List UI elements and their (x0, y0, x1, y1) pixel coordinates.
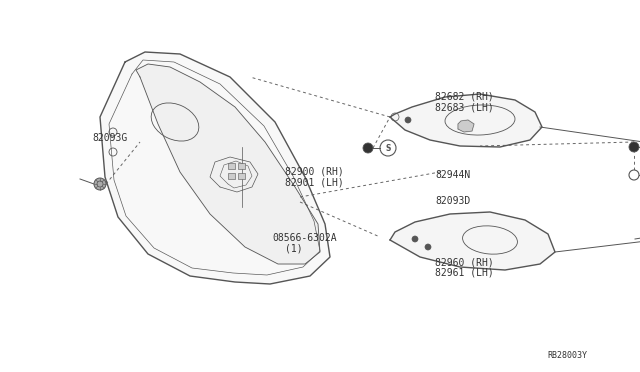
Bar (238, 173, 245, 179)
Polygon shape (136, 64, 320, 264)
Text: (1): (1) (285, 243, 303, 253)
Text: 82683 (LH): 82683 (LH) (435, 102, 494, 112)
Text: 82961 (LH): 82961 (LH) (435, 268, 494, 278)
Circle shape (363, 143, 373, 153)
Text: 08566-6302A: 08566-6302A (272, 233, 337, 243)
Circle shape (629, 142, 639, 152)
Text: 82093G: 82093G (93, 133, 128, 142)
Polygon shape (390, 212, 555, 270)
Bar (228, 173, 235, 179)
Circle shape (405, 117, 411, 123)
Text: 82682 (RH): 82682 (RH) (435, 92, 494, 102)
Text: 82901 (LH): 82901 (LH) (285, 177, 344, 187)
Polygon shape (458, 120, 474, 132)
Bar (238, 163, 245, 169)
Text: 82944N: 82944N (435, 170, 470, 180)
Text: S: S (385, 144, 390, 153)
Circle shape (629, 170, 639, 180)
Circle shape (425, 244, 431, 250)
Circle shape (94, 178, 106, 190)
Text: 82960 (RH): 82960 (RH) (435, 257, 494, 267)
Polygon shape (100, 52, 330, 284)
Text: RB28003Y: RB28003Y (547, 351, 588, 360)
Text: 82093D: 82093D (435, 196, 470, 206)
Circle shape (412, 236, 418, 242)
Bar (228, 163, 235, 169)
Text: 82900 (RH): 82900 (RH) (285, 166, 344, 176)
Polygon shape (390, 94, 542, 147)
